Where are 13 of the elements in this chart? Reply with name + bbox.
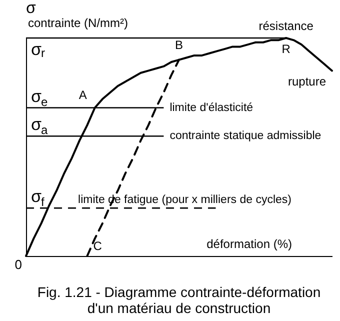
annotation: A (78, 88, 87, 102)
text: 0 (14, 257, 22, 272)
annotation: C (93, 239, 102, 253)
annotation: B (174, 38, 184, 52)
y-axis-title: contrainte (N/mm²) (28, 16, 128, 30)
text: résistance (258, 19, 314, 33)
x-axis-title: déformation (%) (206, 237, 292, 251)
text: Fig. 1.21 - Diagramme contrainte-déformation d'un matériau de construction (37, 284, 321, 316)
annotation: R (282, 42, 291, 56)
annotation: rupture (288, 74, 326, 89)
annotation: contrainte statique admissible (170, 130, 322, 142)
text: σ (26, 0, 36, 17)
annotation: limite d'élasticité (170, 102, 254, 114)
